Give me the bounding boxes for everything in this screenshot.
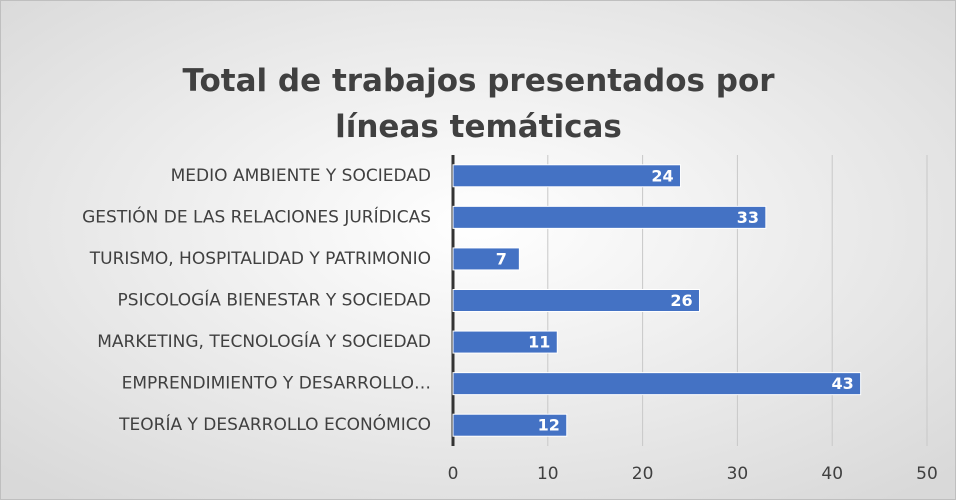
y-tick-label: GESTIÓN DE LAS RELACIONES JURÍDICAS (82, 205, 431, 227)
y-tick-label: TURISMO, HOSPITALIDAD Y PATRIMONIO (89, 249, 431, 269)
x-tick-label: 20 (632, 464, 654, 484)
x-tick-label: 50 (916, 464, 938, 484)
bar (452, 164, 682, 188)
y-tick-label: TEORÍA Y DESARROLLO ECONÓMICO (118, 413, 431, 435)
data-label: 7 (496, 249, 507, 268)
data-label: 11 (528, 333, 550, 352)
y-tick-label: PSICOLOGÍA BIENESTAR Y SOCIEDAD (118, 289, 431, 311)
data-label: 24 (651, 166, 673, 185)
data-label: 43 (832, 374, 854, 393)
bar (452, 205, 767, 229)
x-tick-label: 10 (537, 464, 559, 484)
y-tick-label: EMPRENDIMIENTO Y DESARROLLO… (122, 374, 431, 394)
chart-title: Total de trabajos presentados por líneas… (182, 63, 775, 145)
bar (452, 330, 558, 354)
data-label: 12 (538, 416, 560, 435)
data-label: 26 (670, 291, 692, 310)
bar (452, 413, 568, 437)
bar (452, 372, 862, 396)
bar (452, 289, 700, 312)
data-label: 33 (737, 208, 759, 227)
y-tick-label: MEDIO AMBIENTE Y SOCIEDAD (171, 166, 431, 186)
x-tick-label: 0 (448, 464, 459, 484)
y-tick-label: MARKETING, TECNOLOGÍA Y SOCIEDAD (97, 330, 431, 352)
bar (452, 247, 520, 271)
x-tick-label: 30 (727, 464, 749, 484)
x-tick-label: 40 (821, 464, 843, 484)
